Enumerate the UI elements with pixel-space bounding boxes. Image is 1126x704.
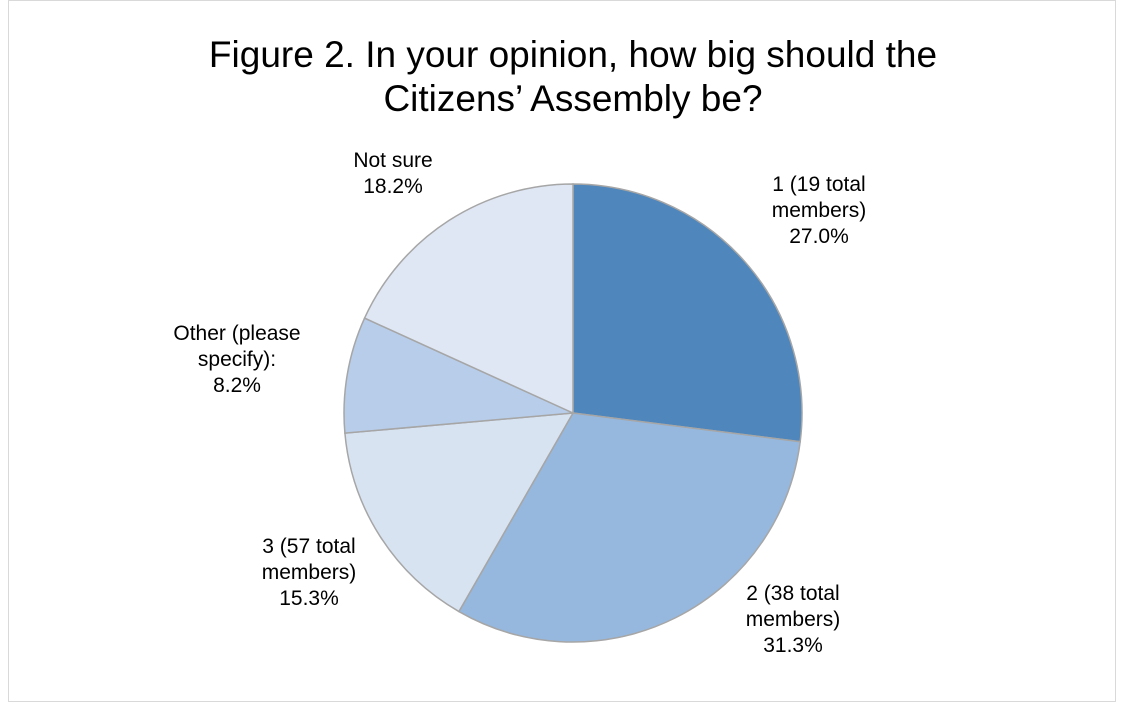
slice-label-1: 1 (19 total members) 27.0% xyxy=(772,173,867,248)
slice-value-label: 27.0% xyxy=(789,225,849,248)
slice-category-label: members) xyxy=(746,608,841,631)
slice-category-label: specify): xyxy=(198,348,276,371)
slice-category-label: members) xyxy=(262,561,357,584)
slice-category-label: members) xyxy=(772,199,867,222)
slice-category-label: 3 (57 total xyxy=(262,535,355,558)
slice-category-label: Not sure xyxy=(353,149,432,172)
slice-value-label: 31.3% xyxy=(763,634,823,657)
slice-label-2: 2 (38 total members) 31.3% xyxy=(746,582,841,657)
chart-title-line-1: Figure 2. In your opinion, how big shoul… xyxy=(209,34,937,75)
slice-label-4: Other (please specify): 8.2% xyxy=(173,322,300,397)
pie-slice-3 xyxy=(344,412,575,613)
slice-value-label: 18.2% xyxy=(363,175,423,198)
pie-slice-5 xyxy=(363,183,574,415)
slice-category-label: 1 (19 total xyxy=(772,173,865,196)
slice-value-label: 15.3% xyxy=(279,587,339,610)
slice-label-5: Not sure 18.2% xyxy=(353,149,432,198)
chart-title-line-2: Citizens’ Assembly be? xyxy=(383,78,762,119)
pie-chart: Figure 2. In your opinion, how big shoul… xyxy=(173,34,937,657)
slice-category-label: 2 (38 total xyxy=(746,582,839,605)
chart-frame: Figure 2. In your opinion, how big shoul… xyxy=(8,0,1116,702)
slice-category-label: Other (please xyxy=(173,322,300,345)
pie-slice-4 xyxy=(343,317,576,434)
slice-label-3: 3 (57 total members) 15.3% xyxy=(262,535,357,610)
pie-slices xyxy=(343,183,803,643)
slice-value-label: 8.2% xyxy=(213,374,261,397)
pie-slice-2 xyxy=(457,412,802,643)
pie-labels: 1 (19 total members) 27.0% 2 (38 total membe… xyxy=(173,149,866,657)
pie-slice-1 xyxy=(572,183,803,443)
